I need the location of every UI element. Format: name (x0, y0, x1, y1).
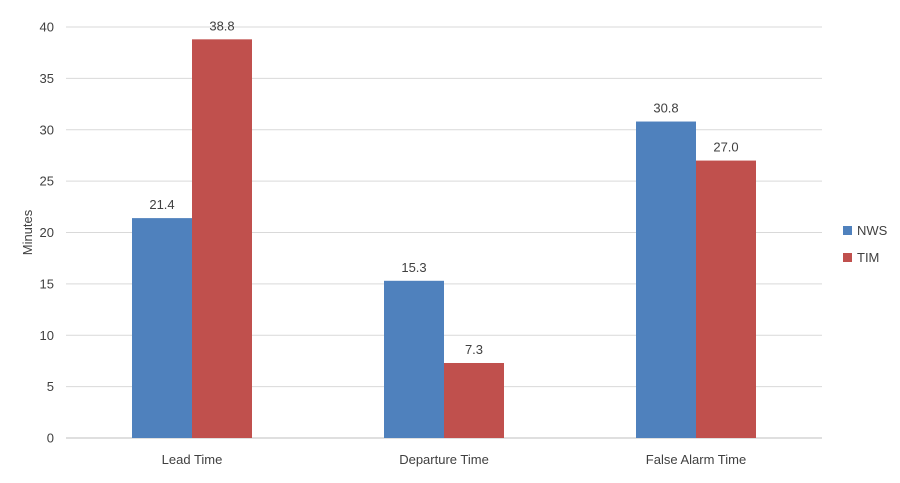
data-label: 38.8 (209, 18, 234, 33)
category-label: False Alarm Time (646, 452, 746, 467)
data-label: 21.4 (149, 197, 174, 212)
category-label: Departure Time (399, 452, 489, 467)
y-axis-ticks: 0 5 10 15 20 25 30 35 40 (40, 20, 54, 446)
y-tick-label: 15 (40, 276, 54, 291)
bar-tim-0 (192, 39, 252, 439)
y-tick-label: 35 (40, 71, 54, 86)
legend-label-nws: NWS (857, 223, 888, 238)
category-label: Lead Time (162, 452, 223, 467)
bar-tim-2 (696, 160, 756, 438)
data-label: 30.8 (653, 101, 678, 116)
y-tick-label: 25 (40, 174, 54, 189)
y-axis-title: Minutes (20, 209, 35, 255)
legend-swatch-nws (843, 226, 852, 235)
bar-nws-0 (132, 218, 192, 438)
y-tick-label: 5 (47, 379, 54, 394)
data-label: 15.3 (401, 260, 426, 275)
data-labels: 21.4 38.8 15.3 7.3 30.8 27.0 (149, 18, 738, 357)
y-tick-label: 40 (40, 20, 54, 35)
bar-nws-2 (636, 121, 696, 438)
y-tick-label: 0 (47, 431, 54, 446)
y-tick-label: 20 (40, 225, 54, 240)
y-tick-label: 30 (40, 122, 54, 137)
legend: NWS TIM (843, 223, 888, 265)
y-tick-label: 10 (40, 328, 54, 343)
legend-swatch-tim (843, 253, 852, 262)
bar-tim-1 (444, 362, 504, 438)
category-labels: Lead Time Departure Time False Alarm Time (162, 452, 747, 467)
data-label: 7.3 (465, 342, 483, 357)
bar-nws-1 (384, 280, 444, 438)
data-label: 27.0 (713, 140, 738, 155)
bars (132, 39, 756, 439)
legend-label-tim: TIM (857, 250, 879, 265)
